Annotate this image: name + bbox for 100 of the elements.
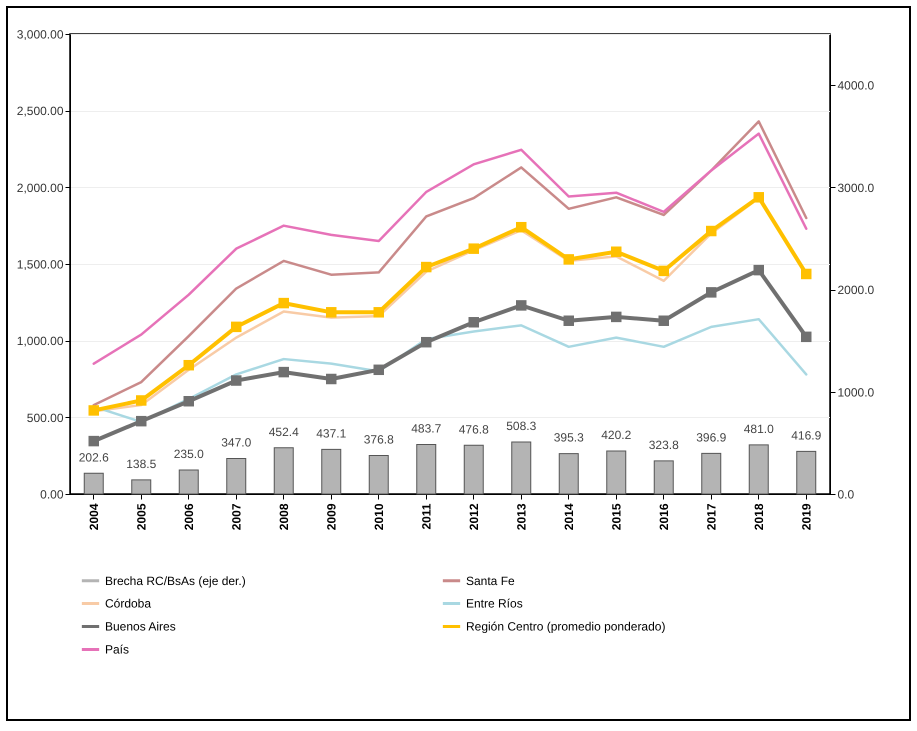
point xyxy=(374,364,384,376)
point xyxy=(326,307,336,318)
x-tick-label: 2015 xyxy=(609,503,624,530)
data-label: 452.4 xyxy=(268,424,300,439)
point xyxy=(468,317,479,328)
x-tick-label: 2004 xyxy=(86,503,101,530)
point xyxy=(278,298,289,308)
data-label: 202.6 xyxy=(78,450,110,464)
legend-label: Entre Ríos xyxy=(466,596,523,610)
x-tick-label: 2011 xyxy=(419,503,434,530)
y2-tick-label: 4000.0 xyxy=(838,78,875,93)
data-label: 437.1 xyxy=(316,426,347,440)
x-tick-label: 2005 xyxy=(134,503,148,530)
y-tick-label: 2,500.00 xyxy=(16,104,64,118)
point xyxy=(516,300,526,311)
bar xyxy=(131,479,152,494)
x-tick-label: 2007 xyxy=(229,503,244,530)
y2-tick-label: 0.0 xyxy=(838,488,855,502)
y2-tick-label: 2000.0 xyxy=(838,283,875,298)
bar xyxy=(84,472,104,494)
x-tick-label: 2013 xyxy=(514,503,528,530)
bar xyxy=(274,447,294,494)
x-tick-label: 2017 xyxy=(704,503,718,530)
data-label: 138.5 xyxy=(126,456,157,471)
point xyxy=(88,405,99,416)
bar xyxy=(558,453,579,494)
point xyxy=(374,307,384,318)
x-tick-label: 2014 xyxy=(562,503,576,530)
point xyxy=(754,264,764,276)
bar xyxy=(416,444,436,494)
x-tick-label: 2006 xyxy=(182,503,196,530)
point xyxy=(278,366,289,378)
x-tick-label: 2010 xyxy=(372,503,386,530)
x-tick-label: 2012 xyxy=(466,503,481,530)
legend-label: Buenos Aires xyxy=(105,620,176,634)
x-tick-label: 2018 xyxy=(752,503,766,530)
point xyxy=(658,266,669,276)
bar xyxy=(701,452,722,494)
legend-label: Región Centro (promedio ponderado) xyxy=(466,620,666,634)
y2-tick-label: 1000.0 xyxy=(838,385,875,400)
x-tick-label: 2008 xyxy=(276,503,291,530)
y-tick-label: 500.00 xyxy=(26,410,64,425)
point xyxy=(754,192,764,203)
bar xyxy=(464,444,484,494)
point xyxy=(706,226,716,236)
y-tick-label: 0.00 xyxy=(40,488,64,502)
data-label: 347.0 xyxy=(221,436,252,450)
data-label: 481.0 xyxy=(744,422,774,436)
point xyxy=(801,332,812,342)
bar xyxy=(511,442,532,494)
data-label: 476.8 xyxy=(458,422,490,436)
bar xyxy=(654,460,674,494)
bar xyxy=(368,454,389,494)
data-label: 395.3 xyxy=(554,430,584,445)
line-series xyxy=(92,132,808,365)
point xyxy=(231,322,242,332)
data-label: 483.7 xyxy=(411,422,442,436)
point xyxy=(421,262,432,272)
point xyxy=(184,360,194,370)
data-label: 323.8 xyxy=(648,438,680,452)
point xyxy=(88,436,99,446)
x-tick-label: 2009 xyxy=(324,503,338,530)
bar xyxy=(606,450,626,494)
point xyxy=(611,312,622,322)
y-tick-label: 1,000.00 xyxy=(16,334,64,348)
bar xyxy=(226,458,246,494)
point xyxy=(706,287,716,298)
x-tick-label: 2016 xyxy=(656,503,671,530)
y-tick-label: 1,500.00 xyxy=(16,258,64,272)
point xyxy=(658,315,669,326)
point xyxy=(326,374,336,384)
point xyxy=(231,375,242,386)
point xyxy=(516,222,526,232)
data-label: 508.3 xyxy=(506,419,537,434)
y2-tick-label: 3000.0 xyxy=(838,180,875,195)
point xyxy=(801,268,812,280)
data-label: 416.9 xyxy=(791,428,822,442)
point xyxy=(564,254,574,265)
bar xyxy=(748,444,769,494)
y-tick-label: 3,000.00 xyxy=(16,28,64,42)
data-label: 396.9 xyxy=(696,430,727,444)
point xyxy=(421,336,432,348)
legend-label: Córdoba xyxy=(105,596,152,610)
point xyxy=(136,416,146,426)
legend-label: Santa Fe xyxy=(466,574,516,588)
legend-label: País xyxy=(105,642,130,656)
bar xyxy=(178,469,199,494)
point xyxy=(468,243,479,254)
x-tick-label: 2019 xyxy=(799,503,814,530)
bar xyxy=(796,450,816,494)
legend-label: Brecha RC/BsAs (eje der.) xyxy=(105,574,246,588)
y-tick-label: 2,000.00 xyxy=(16,180,64,195)
bar xyxy=(321,448,342,494)
data-label: 420.2 xyxy=(601,428,632,442)
point xyxy=(564,315,574,326)
data-label: 376.8 xyxy=(364,432,394,446)
point xyxy=(184,396,194,406)
point xyxy=(611,246,622,257)
data-label: 235.0 xyxy=(174,446,204,461)
point xyxy=(136,395,146,406)
